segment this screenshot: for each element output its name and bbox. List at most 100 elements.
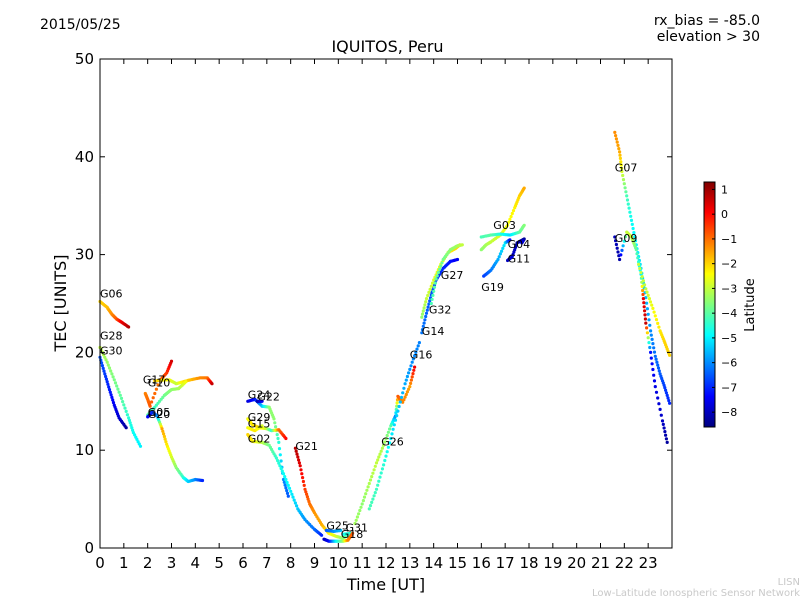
data-point bbox=[399, 395, 404, 399]
data-point bbox=[644, 296, 648, 300]
data-point bbox=[125, 413, 129, 417]
x-tick-label: 19 bbox=[543, 554, 562, 572]
data-point bbox=[373, 464, 377, 468]
data-point bbox=[164, 440, 168, 444]
data-point bbox=[395, 404, 399, 408]
data-point bbox=[621, 244, 625, 248]
data-point bbox=[297, 461, 301, 465]
data-point bbox=[148, 404, 152, 408]
data-point bbox=[506, 223, 510, 227]
data-point bbox=[647, 341, 651, 345]
data-point bbox=[277, 461, 281, 465]
data-point bbox=[299, 468, 303, 472]
data-point bbox=[649, 333, 653, 337]
data-point bbox=[411, 372, 415, 376]
data-point bbox=[160, 378, 164, 382]
data-point bbox=[649, 329, 653, 333]
data-point bbox=[304, 490, 308, 494]
series-label: G26 bbox=[381, 435, 404, 448]
y-tick-label: 10 bbox=[75, 441, 94, 459]
data-point bbox=[110, 395, 114, 399]
data-point bbox=[634, 248, 638, 252]
data-point bbox=[645, 326, 649, 330]
elevation-label: elevation > 30 bbox=[656, 29, 760, 45]
data-point bbox=[619, 253, 623, 257]
data-point bbox=[629, 214, 633, 218]
data-point bbox=[433, 281, 437, 285]
data-point bbox=[641, 288, 645, 293]
data-point bbox=[656, 396, 660, 400]
data-point bbox=[411, 357, 415, 361]
data-point bbox=[664, 391, 669, 395]
data-point bbox=[645, 331, 650, 335]
data-point bbox=[110, 372, 114, 376]
data-point bbox=[663, 430, 667, 434]
data-point bbox=[289, 489, 293, 493]
data-point bbox=[651, 342, 655, 346]
data-point bbox=[275, 433, 279, 437]
data-point bbox=[104, 374, 108, 379]
data-point bbox=[102, 353, 106, 357]
data-point bbox=[662, 426, 666, 430]
data-point bbox=[371, 497, 375, 501]
data-point bbox=[648, 300, 653, 304]
data-point bbox=[440, 261, 444, 265]
data-point bbox=[502, 244, 506, 248]
colorbar-tick-label: −8 bbox=[721, 406, 737, 419]
data-point bbox=[436, 270, 440, 275]
data-point bbox=[109, 369, 113, 373]
data-point bbox=[430, 297, 434, 301]
data-point bbox=[378, 475, 382, 479]
rx-bias-label: rx_bias = -85.0 bbox=[653, 13, 760, 29]
data-point bbox=[282, 480, 286, 484]
data-point bbox=[497, 255, 501, 259]
data-point bbox=[161, 429, 165, 433]
x-tick-label: 1 bbox=[119, 554, 129, 572]
data-point bbox=[392, 423, 396, 427]
data-point bbox=[162, 432, 166, 436]
data-point bbox=[668, 353, 672, 357]
series-label: G22 bbox=[257, 390, 280, 403]
series-g25 bbox=[324, 528, 343, 534]
data-point bbox=[379, 449, 383, 453]
data-point bbox=[150, 400, 154, 404]
x-tick-label: 8 bbox=[286, 554, 296, 572]
colorbar-ticks: 1 0 −1 −2 −3 −4 −5 −6 −7 −8 bbox=[712, 183, 737, 419]
data-point bbox=[154, 387, 158, 391]
data-point bbox=[374, 487, 379, 491]
plot-frame bbox=[99, 58, 673, 549]
data-point bbox=[302, 483, 306, 487]
data-point bbox=[307, 499, 311, 504]
data-point bbox=[619, 160, 623, 164]
series-g22 bbox=[255, 399, 264, 403]
data-point bbox=[119, 396, 124, 400]
data-point bbox=[615, 140, 619, 144]
data-point bbox=[408, 367, 412, 371]
data-point bbox=[650, 303, 654, 307]
data-point bbox=[507, 220, 511, 224]
data-point bbox=[652, 379, 657, 383]
data-point bbox=[372, 468, 376, 472]
series-g03 bbox=[479, 186, 526, 252]
colorbar: 1 0 −1 −2 −3 −4 −5 −6 −7 −8 Latitude bbox=[703, 181, 758, 428]
series-label: G07 bbox=[615, 162, 638, 175]
data-point bbox=[615, 246, 619, 250]
series-label: G09 bbox=[615, 232, 638, 245]
data-point bbox=[278, 453, 282, 457]
series-label: G20 bbox=[148, 408, 171, 421]
data-point bbox=[645, 307, 650, 311]
series-label: G25 bbox=[326, 519, 349, 532]
series-label: G15 bbox=[248, 418, 271, 431]
data-point bbox=[613, 130, 617, 134]
data-point bbox=[649, 350, 653, 354]
data-point bbox=[508, 217, 512, 221]
data-point bbox=[128, 421, 132, 425]
data-point bbox=[153, 391, 157, 396]
series-label: G03 bbox=[493, 219, 516, 232]
series-label: G05 bbox=[148, 406, 171, 419]
series-g11 bbox=[506, 237, 526, 263]
data-point bbox=[390, 432, 394, 436]
data-point bbox=[101, 366, 105, 370]
data-point bbox=[200, 478, 205, 483]
data-point bbox=[283, 475, 287, 479]
